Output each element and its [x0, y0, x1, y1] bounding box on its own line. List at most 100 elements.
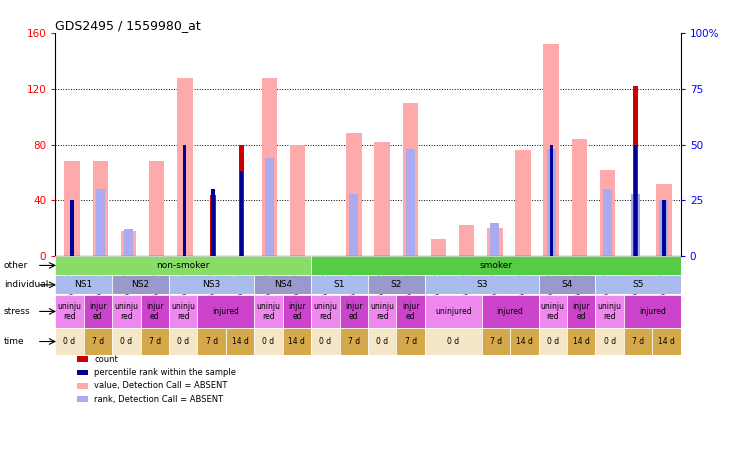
Bar	[169, 275, 254, 294]
Bar	[624, 295, 681, 328]
Bar	[124, 229, 133, 256]
Text: uninju
red: uninju red	[370, 302, 394, 321]
Bar	[375, 142, 390, 256]
Text: uninju
red: uninju red	[114, 302, 138, 321]
Bar	[346, 133, 361, 256]
Text: count: count	[94, 355, 118, 364]
Bar	[112, 295, 141, 328]
Bar	[459, 225, 475, 256]
Bar	[425, 295, 482, 328]
Bar	[662, 200, 665, 256]
Text: NS2: NS2	[132, 281, 149, 289]
Bar	[624, 328, 652, 355]
Bar	[550, 145, 553, 256]
Bar	[64, 161, 80, 256]
Bar	[141, 295, 169, 328]
Text: NS1: NS1	[74, 281, 93, 289]
Bar	[169, 295, 197, 328]
Text: 0 d: 0 d	[376, 337, 389, 346]
Bar	[397, 295, 425, 328]
Bar	[633, 86, 638, 256]
Text: S3: S3	[476, 281, 487, 289]
Bar	[210, 195, 216, 256]
Text: injur
ed: injur ed	[89, 302, 107, 321]
Bar	[572, 139, 587, 256]
Bar	[55, 328, 84, 355]
Text: uninju
red: uninju red	[541, 302, 565, 321]
Bar	[177, 78, 193, 256]
Bar	[55, 256, 311, 275]
Bar	[84, 295, 112, 328]
Bar	[311, 295, 339, 328]
Bar	[283, 295, 311, 328]
Bar	[595, 295, 624, 328]
Bar	[397, 328, 425, 355]
Text: other: other	[4, 261, 28, 270]
Text: 0 d: 0 d	[604, 337, 616, 346]
Bar	[265, 158, 274, 256]
Bar	[431, 239, 446, 256]
Text: stress: stress	[4, 307, 30, 316]
Bar	[226, 328, 254, 355]
Bar	[211, 189, 215, 256]
Bar	[600, 170, 615, 256]
Bar	[283, 328, 311, 355]
Bar	[141, 328, 169, 355]
Bar	[96, 189, 105, 256]
Text: injur
ed: injur ed	[345, 302, 363, 321]
Text: 0 d: 0 d	[319, 337, 331, 346]
Bar	[84, 328, 112, 355]
Bar	[487, 228, 503, 256]
Text: rank, Detection Call = ABSENT: rank, Detection Call = ABSENT	[94, 395, 223, 403]
Bar	[515, 150, 531, 256]
Text: 14 d: 14 d	[516, 337, 533, 346]
Text: smoker: smoker	[479, 261, 512, 270]
Text: S5: S5	[632, 281, 644, 289]
Bar	[339, 328, 368, 355]
Text: uninju
red: uninju red	[256, 302, 280, 321]
Text: 0 d: 0 d	[547, 337, 559, 346]
Bar	[197, 295, 254, 328]
Text: 7 d: 7 d	[92, 337, 104, 346]
Text: 0 d: 0 d	[263, 337, 275, 346]
Bar	[403, 103, 418, 256]
Text: S1: S1	[334, 281, 345, 289]
Bar	[539, 295, 567, 328]
Bar	[261, 78, 277, 256]
Text: injur
ed: injur ed	[402, 302, 420, 321]
Bar	[368, 295, 397, 328]
Text: NS3: NS3	[202, 281, 221, 289]
Bar	[112, 328, 141, 355]
Text: 0 d: 0 d	[120, 337, 132, 346]
Text: GDS2495 / 1559980_at: GDS2495 / 1559980_at	[55, 19, 201, 32]
Bar	[567, 328, 595, 355]
Text: percentile rank within the sample: percentile rank within the sample	[94, 368, 236, 377]
Text: injur
ed: injur ed	[573, 302, 590, 321]
Bar	[595, 328, 624, 355]
Text: 7 d: 7 d	[490, 337, 502, 346]
Bar	[547, 149, 556, 256]
Bar	[634, 145, 637, 256]
Text: 0 d: 0 d	[177, 337, 189, 346]
Text: uninju
red: uninju red	[57, 302, 82, 321]
Bar	[539, 275, 595, 294]
Bar	[652, 328, 681, 355]
Bar	[93, 161, 108, 256]
Text: 7 d: 7 d	[149, 337, 160, 346]
Bar	[425, 275, 539, 294]
Bar	[149, 161, 164, 256]
Bar	[510, 328, 539, 355]
Bar	[254, 295, 283, 328]
Bar	[169, 328, 197, 355]
Bar	[112, 275, 169, 294]
Bar	[368, 275, 425, 294]
Bar	[121, 231, 136, 256]
Bar	[183, 145, 186, 256]
Bar	[631, 193, 640, 256]
Text: 14 d: 14 d	[658, 337, 675, 346]
Text: value, Detection Call = ABSENT: value, Detection Call = ABSENT	[94, 382, 227, 390]
Bar	[197, 328, 226, 355]
Bar	[482, 295, 539, 328]
Bar	[290, 145, 305, 256]
Bar	[656, 183, 672, 256]
